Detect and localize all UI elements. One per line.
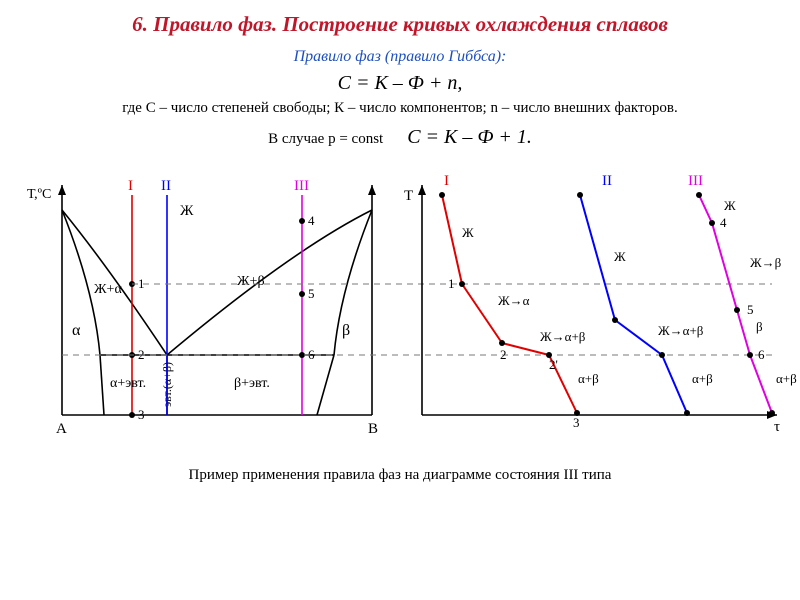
svg-text:4: 4 bbox=[308, 213, 315, 228]
svg-text:2': 2' bbox=[549, 357, 558, 372]
title: 6. Правило фаз. Построение кривых охлажд… bbox=[0, 12, 800, 37]
formula-case-label: В случае p = const bbox=[268, 131, 403, 147]
svg-text:Ж→α+β: Ж→α+β bbox=[540, 329, 586, 344]
svg-text:β: β bbox=[756, 319, 763, 334]
svg-text:I: I bbox=[128, 178, 133, 194]
svg-text:6: 6 bbox=[758, 347, 765, 362]
formula-main: С = К – Ф + n, bbox=[0, 72, 800, 95]
page: 6. Правило фаз. Построение кривых охлажд… bbox=[0, 0, 800, 600]
svg-text:Т: Т bbox=[404, 188, 413, 204]
svg-text:Ж+α: Ж+α bbox=[94, 282, 122, 297]
svg-text:Ж: Ж bbox=[180, 203, 194, 219]
svg-text:В: В bbox=[368, 421, 378, 437]
svg-text:α+β: α+β bbox=[776, 371, 797, 386]
svg-text:Ж: Ж bbox=[462, 225, 474, 240]
svg-text:А: А bbox=[56, 421, 67, 437]
svg-text:I: I bbox=[444, 173, 449, 189]
svg-text:α+эвт.: α+эвт. bbox=[110, 376, 146, 391]
svg-text:3: 3 bbox=[138, 407, 145, 422]
svg-text:II: II bbox=[161, 178, 171, 194]
svg-text:3: 3 bbox=[573, 415, 580, 430]
diagrams-svg: Т,ºСАВэвт.(α+β)IIIIII123456ЖЖ+αЖ+βαβα+эв… bbox=[12, 165, 784, 455]
svg-text:Ж: Ж bbox=[724, 198, 736, 213]
svg-text:β+эвт.: β+эвт. bbox=[234, 376, 270, 391]
svg-text:Ж→α+β: Ж→α+β bbox=[658, 323, 704, 338]
svg-text:Ж→β: Ж→β bbox=[750, 255, 782, 270]
formula-case: В случае p = const С = К – Ф + 1. bbox=[0, 126, 800, 149]
svg-text:4: 4 bbox=[720, 215, 727, 230]
svg-text:5: 5 bbox=[308, 286, 315, 301]
svg-text:α+β: α+β bbox=[692, 371, 713, 386]
svg-text:τ: τ bbox=[774, 419, 780, 435]
svg-text:Т,ºС: Т,ºС bbox=[27, 187, 51, 202]
svg-text:Ж→α: Ж→α bbox=[498, 293, 530, 308]
subtitle: Правило фаз (правило Гиббса): bbox=[0, 48, 800, 66]
svg-text:II: II bbox=[602, 173, 612, 189]
legend-line: где С – число степеней свободы; К – числ… bbox=[0, 100, 800, 117]
svg-text:β: β bbox=[342, 322, 350, 339]
svg-text:5: 5 bbox=[747, 302, 754, 317]
svg-text:1: 1 bbox=[448, 276, 455, 291]
svg-text:α+β: α+β bbox=[578, 371, 599, 386]
svg-text:Ж+β: Ж+β bbox=[237, 274, 265, 289]
svg-text:III: III bbox=[294, 178, 309, 194]
svg-text:Ж: Ж bbox=[614, 249, 626, 264]
formula-case-eq: С = К – Ф + 1. bbox=[407, 126, 532, 148]
svg-text:α: α bbox=[72, 322, 81, 339]
svg-text:III: III bbox=[688, 173, 703, 189]
diagrams: Т,ºСАВэвт.(α+β)IIIIII123456ЖЖ+αЖ+βαβα+эв… bbox=[12, 165, 784, 455]
svg-text:2: 2 bbox=[500, 347, 507, 362]
caption: Пример применения правила фаз на диаграм… bbox=[0, 467, 800, 484]
